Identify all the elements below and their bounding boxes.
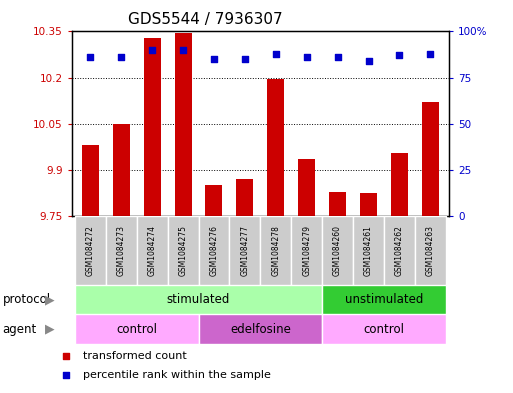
Text: GSM1084278: GSM1084278: [271, 225, 280, 276]
Bar: [261, 216, 291, 285]
Bar: [422, 102, 439, 216]
Text: GSM1084277: GSM1084277: [241, 225, 249, 276]
Text: GSM1084261: GSM1084261: [364, 225, 373, 276]
Bar: [199, 216, 229, 285]
Text: ▶: ▶: [46, 323, 55, 336]
Bar: [144, 38, 161, 216]
Bar: [322, 285, 446, 314]
Bar: [236, 179, 253, 216]
Bar: [199, 314, 322, 344]
Bar: [137, 216, 168, 285]
Bar: [174, 33, 191, 216]
Point: [148, 47, 156, 53]
Text: edelfosine: edelfosine: [230, 323, 291, 336]
Point: [303, 54, 311, 61]
Text: agent: agent: [3, 323, 37, 336]
Text: GSM1084263: GSM1084263: [426, 225, 435, 276]
Bar: [353, 216, 384, 285]
Text: control: control: [116, 323, 157, 336]
Bar: [206, 185, 223, 216]
Text: GDS5544 / 7936307: GDS5544 / 7936307: [128, 13, 283, 28]
Text: ▶: ▶: [46, 293, 55, 306]
Text: GSM1084260: GSM1084260: [333, 225, 342, 276]
Bar: [229, 216, 261, 285]
Point: [426, 50, 435, 57]
Text: protocol: protocol: [3, 293, 51, 306]
Bar: [113, 124, 130, 216]
Bar: [322, 216, 353, 285]
Bar: [329, 191, 346, 216]
Text: control: control: [364, 323, 404, 336]
Text: GSM1084276: GSM1084276: [209, 225, 219, 276]
Bar: [82, 145, 99, 216]
Bar: [291, 216, 322, 285]
Bar: [298, 159, 315, 216]
Text: GSM1084279: GSM1084279: [302, 225, 311, 276]
Bar: [322, 314, 446, 344]
Point: [315, 94, 323, 101]
Text: unstimulated: unstimulated: [345, 293, 423, 306]
Point: [333, 54, 342, 61]
Bar: [168, 216, 199, 285]
Point: [364, 58, 372, 64]
Text: GSM1084272: GSM1084272: [86, 225, 95, 276]
Text: transformed count: transformed count: [83, 351, 187, 361]
Bar: [360, 193, 377, 216]
Point: [210, 56, 218, 62]
Bar: [391, 153, 408, 216]
Point: [117, 54, 125, 61]
Point: [241, 56, 249, 62]
Bar: [267, 79, 284, 216]
Point: [272, 50, 280, 57]
Point: [179, 47, 187, 53]
Bar: [415, 216, 446, 285]
Bar: [75, 314, 199, 344]
Bar: [75, 285, 322, 314]
Text: percentile rank within the sample: percentile rank within the sample: [83, 370, 271, 380]
Point: [396, 52, 404, 59]
Bar: [106, 216, 137, 285]
Text: GSM1084262: GSM1084262: [395, 225, 404, 276]
Text: GSM1084275: GSM1084275: [179, 225, 188, 276]
Point: [315, 273, 323, 279]
Bar: [384, 216, 415, 285]
Point: [86, 54, 94, 61]
Bar: [75, 216, 106, 285]
Text: GSM1084273: GSM1084273: [117, 225, 126, 276]
Text: stimulated: stimulated: [167, 293, 230, 306]
Text: GSM1084274: GSM1084274: [148, 225, 156, 276]
